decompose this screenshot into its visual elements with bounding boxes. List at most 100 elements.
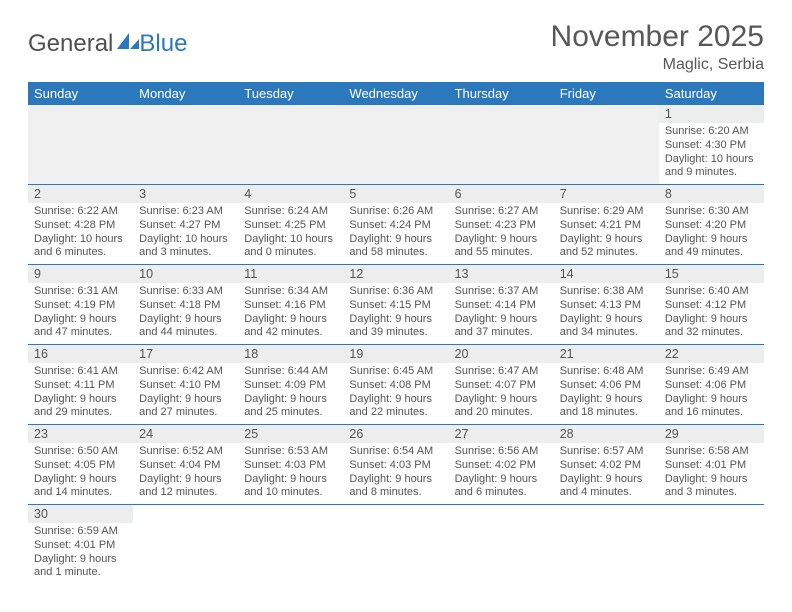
day-number: 29: [659, 425, 764, 443]
day-number: 28: [554, 425, 659, 443]
sunrise-line: Sunrise: 6:42 AM: [139, 365, 232, 379]
sunrise-line: Sunrise: 6:56 AM: [455, 445, 548, 459]
day-body: Sunrise: 6:48 AMSunset: 4:06 PMDaylight:…: [554, 363, 659, 424]
day-body: Sunrise: 6:22 AMSunset: 4:28 PMDaylight:…: [28, 203, 133, 264]
sunset-line: Sunset: 4:24 PM: [349, 219, 442, 233]
sunset-line: Sunset: 4:03 PM: [349, 459, 442, 473]
day-body: Sunrise: 6:58 AMSunset: 4:01 PMDaylight:…: [659, 443, 764, 504]
daylight-line: Daylight: 10 hours and 6 minutes.: [34, 233, 127, 261]
weekday-header: Sunday: [28, 82, 133, 105]
daylight-line: Daylight: 9 hours and 52 minutes.: [560, 233, 653, 261]
calendar-cell: 7Sunrise: 6:29 AMSunset: 4:21 PMDaylight…: [554, 185, 659, 265]
day-number: 27: [449, 425, 554, 443]
sunset-line: Sunset: 4:18 PM: [139, 299, 232, 313]
day-body: Sunrise: 6:37 AMSunset: 4:14 PMDaylight:…: [449, 283, 554, 344]
calendar-cell: [133, 105, 238, 185]
sunset-line: Sunset: 4:07 PM: [455, 379, 548, 393]
daylight-line: Daylight: 9 hours and 22 minutes.: [349, 393, 442, 421]
day-body: Sunrise: 6:53 AMSunset: 4:03 PMDaylight:…: [238, 443, 343, 504]
logo: General Blue: [28, 20, 187, 58]
sunrise-line: Sunrise: 6:26 AM: [349, 205, 442, 219]
day-body: Sunrise: 6:26 AMSunset: 4:24 PMDaylight:…: [343, 203, 448, 264]
sunset-line: Sunset: 4:08 PM: [349, 379, 442, 393]
sunrise-line: Sunrise: 6:24 AM: [244, 205, 337, 219]
calendar-cell: [554, 505, 659, 585]
calendar-cell: 12Sunrise: 6:36 AMSunset: 4:15 PMDayligh…: [343, 265, 448, 345]
day-number: 30: [28, 505, 133, 523]
sunrise-line: Sunrise: 6:53 AM: [244, 445, 337, 459]
sunset-line: Sunset: 4:14 PM: [455, 299, 548, 313]
daylight-line: Daylight: 9 hours and 37 minutes.: [455, 313, 548, 341]
sunset-line: Sunset: 4:15 PM: [349, 299, 442, 313]
day-number: 25: [238, 425, 343, 443]
day-body: Sunrise: 6:45 AMSunset: 4:08 PMDaylight:…: [343, 363, 448, 424]
day-number: 9: [28, 265, 133, 283]
daylight-line: Daylight: 9 hours and 10 minutes.: [244, 473, 337, 501]
day-body: Sunrise: 6:29 AMSunset: 4:21 PMDaylight:…: [554, 203, 659, 264]
calendar-cell: 26Sunrise: 6:54 AMSunset: 4:03 PMDayligh…: [343, 425, 448, 505]
title-block: November 2025 Maglic, Serbia: [551, 20, 764, 74]
sunset-line: Sunset: 4:21 PM: [560, 219, 653, 233]
calendar-cell: 11Sunrise: 6:34 AMSunset: 4:16 PMDayligh…: [238, 265, 343, 345]
calendar-cell: [554, 105, 659, 185]
sunset-line: Sunset: 4:16 PM: [244, 299, 337, 313]
calendar-cell: [343, 505, 448, 585]
daylight-line: Daylight: 9 hours and 18 minutes.: [560, 393, 653, 421]
day-number: 17: [133, 345, 238, 363]
sunrise-line: Sunrise: 6:44 AM: [244, 365, 337, 379]
daylight-line: Daylight: 9 hours and 29 minutes.: [34, 393, 127, 421]
calendar-body: 1Sunrise: 6:20 AMSunset: 4:30 PMDaylight…: [28, 105, 764, 584]
sunrise-line: Sunrise: 6:45 AM: [349, 365, 442, 379]
sunset-line: Sunset: 4:02 PM: [560, 459, 653, 473]
daylight-line: Daylight: 9 hours and 14 minutes.: [34, 473, 127, 501]
calendar-cell: 2Sunrise: 6:22 AMSunset: 4:28 PMDaylight…: [28, 185, 133, 265]
sunrise-line: Sunrise: 6:20 AM: [665, 125, 758, 139]
daylight-line: Daylight: 9 hours and 12 minutes.: [139, 473, 232, 501]
sunrise-line: Sunrise: 6:58 AM: [665, 445, 758, 459]
sunrise-line: Sunrise: 6:34 AM: [244, 285, 337, 299]
page-subtitle: Maglic, Serbia: [551, 56, 764, 74]
calendar-cell: 8Sunrise: 6:30 AMSunset: 4:20 PMDaylight…: [659, 185, 764, 265]
daylight-line: Daylight: 9 hours and 55 minutes.: [455, 233, 548, 261]
sunset-line: Sunset: 4:01 PM: [665, 459, 758, 473]
daylight-line: Daylight: 9 hours and 47 minutes.: [34, 313, 127, 341]
sunset-line: Sunset: 4:27 PM: [139, 219, 232, 233]
logo-text-general: General: [28, 30, 113, 58]
calendar-cell: [28, 105, 133, 185]
sunset-line: Sunset: 4:01 PM: [34, 539, 127, 553]
day-number: 3: [133, 185, 238, 203]
day-body: Sunrise: 6:54 AMSunset: 4:03 PMDaylight:…: [343, 443, 448, 504]
sunrise-line: Sunrise: 6:22 AM: [34, 205, 127, 219]
calendar-cell: 30Sunrise: 6:59 AMSunset: 4:01 PMDayligh…: [28, 505, 133, 585]
weekday-header: Tuesday: [238, 82, 343, 105]
calendar-cell: 24Sunrise: 6:52 AMSunset: 4:04 PMDayligh…: [133, 425, 238, 505]
day-number: 21: [554, 345, 659, 363]
calendar-cell: 3Sunrise: 6:23 AMSunset: 4:27 PMDaylight…: [133, 185, 238, 265]
daylight-line: Daylight: 9 hours and 20 minutes.: [455, 393, 548, 421]
day-body: Sunrise: 6:52 AMSunset: 4:04 PMDaylight:…: [133, 443, 238, 504]
sunrise-line: Sunrise: 6:38 AM: [560, 285, 653, 299]
calendar-cell: 9Sunrise: 6:31 AMSunset: 4:19 PMDaylight…: [28, 265, 133, 345]
weekday-header: Saturday: [659, 82, 764, 105]
day-body: Sunrise: 6:31 AMSunset: 4:19 PMDaylight:…: [28, 283, 133, 344]
daylight-line: Daylight: 9 hours and 42 minutes.: [244, 313, 337, 341]
daylight-line: Daylight: 9 hours and 8 minutes.: [349, 473, 442, 501]
sunset-line: Sunset: 4:11 PM: [34, 379, 127, 393]
daylight-line: Daylight: 9 hours and 58 minutes.: [349, 233, 442, 261]
sunset-line: Sunset: 4:25 PM: [244, 219, 337, 233]
daylight-line: Daylight: 9 hours and 4 minutes.: [560, 473, 653, 501]
sunrise-line: Sunrise: 6:36 AM: [349, 285, 442, 299]
calendar-cell: 1Sunrise: 6:20 AMSunset: 4:30 PMDaylight…: [659, 105, 764, 185]
calendar-cell: 18Sunrise: 6:44 AMSunset: 4:09 PMDayligh…: [238, 345, 343, 425]
sunrise-line: Sunrise: 6:41 AM: [34, 365, 127, 379]
daylight-line: Daylight: 9 hours and 25 minutes.: [244, 393, 337, 421]
day-body: Sunrise: 6:59 AMSunset: 4:01 PMDaylight:…: [28, 523, 133, 584]
calendar-cell: 22Sunrise: 6:49 AMSunset: 4:06 PMDayligh…: [659, 345, 764, 425]
calendar-cell: 17Sunrise: 6:42 AMSunset: 4:10 PMDayligh…: [133, 345, 238, 425]
sunrise-line: Sunrise: 6:49 AM: [665, 365, 758, 379]
day-body: Sunrise: 6:49 AMSunset: 4:06 PMDaylight:…: [659, 363, 764, 424]
calendar-cell: [449, 105, 554, 185]
day-body: Sunrise: 6:20 AMSunset: 4:30 PMDaylight:…: [659, 123, 764, 184]
day-number: 23: [28, 425, 133, 443]
sunset-line: Sunset: 4:05 PM: [34, 459, 127, 473]
